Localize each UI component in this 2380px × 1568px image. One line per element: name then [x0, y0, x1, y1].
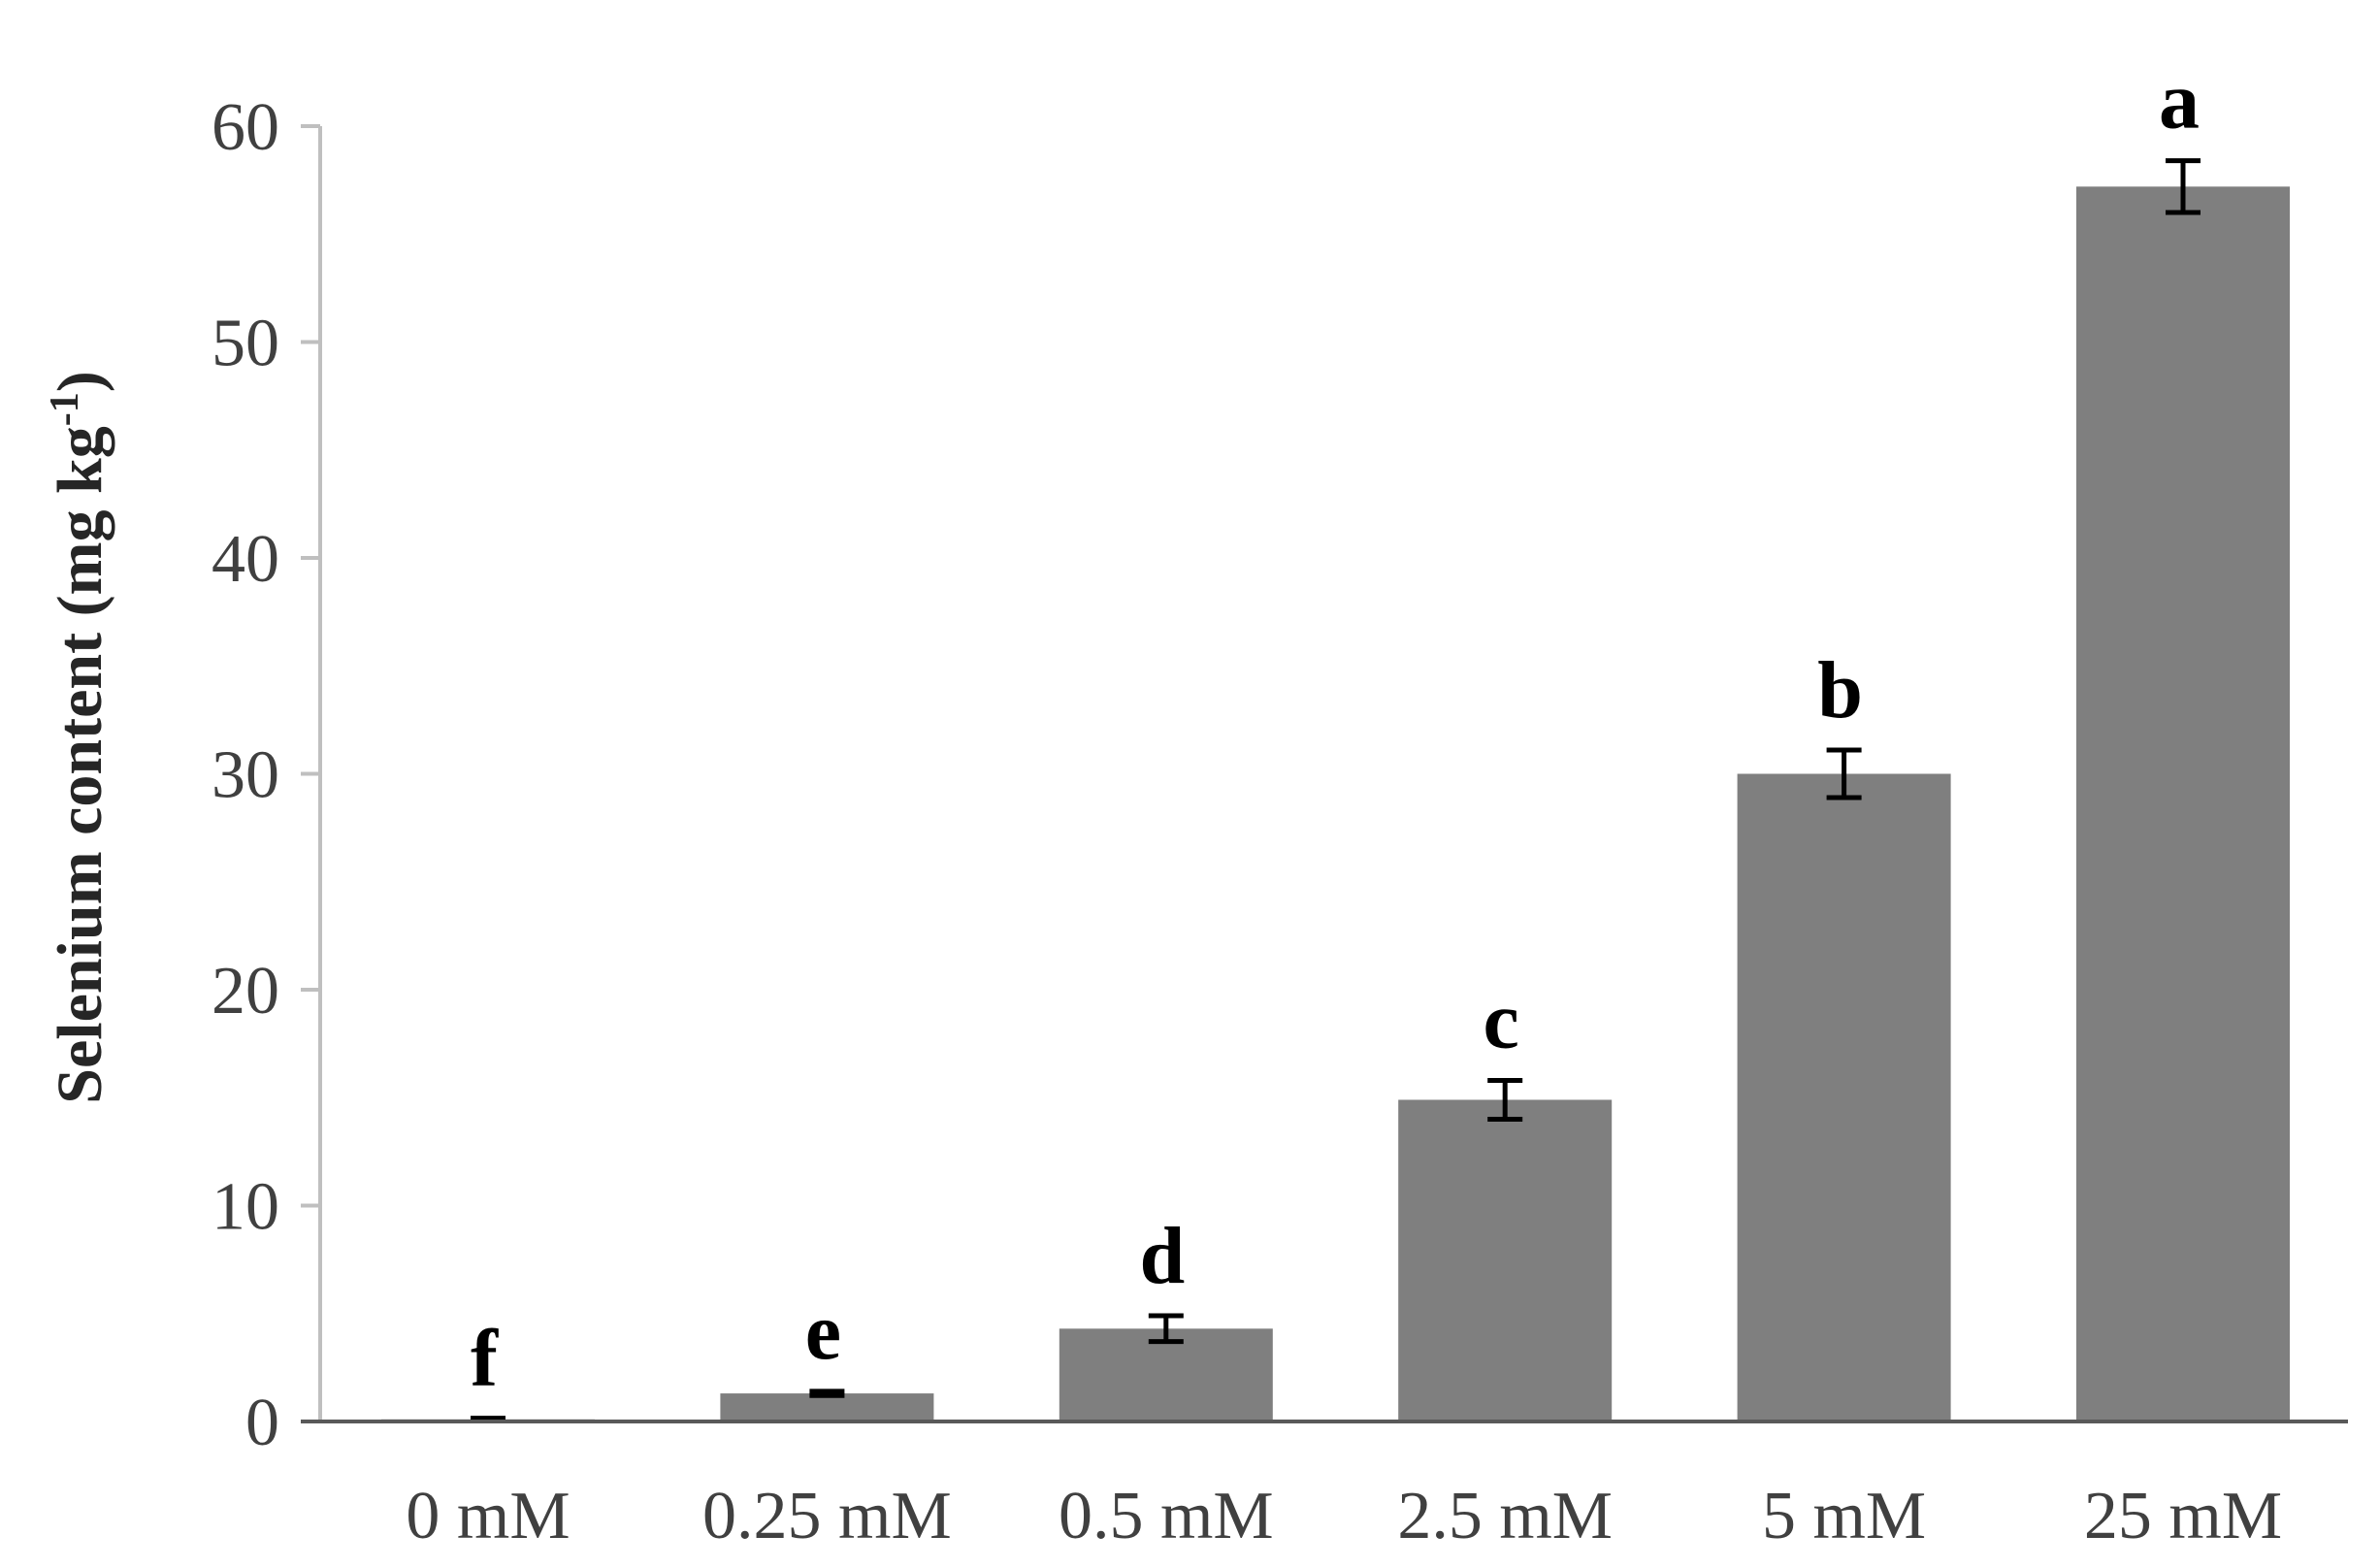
bar-5-mM [1737, 773, 1951, 1421]
y-axis-title-main: Selenium content (mg kg [45, 426, 115, 1103]
y-axis: 0 10 20 30 40 50 60 [212, 90, 322, 1460]
significance-letter: a [2159, 56, 2200, 147]
x-tick-label: 0.5 mM [1059, 1479, 1274, 1553]
x-tick-label: 25 mM [2084, 1479, 2282, 1553]
x-tick-label: 0.25 mM [702, 1479, 952, 1553]
x-tick-label: 2.5 mM [1397, 1479, 1613, 1553]
y-tick-label: 40 [212, 522, 279, 597]
y-axis-title-close: ) [45, 371, 115, 392]
y-tick-label: 20 [212, 954, 279, 1029]
y-tick-label: 10 [212, 1170, 279, 1245]
y-axis-title-superscript: -1 [43, 392, 87, 426]
x-tick-label: 5 mM [1762, 1479, 1926, 1553]
y-tick-label: 30 [212, 738, 279, 813]
significance-letter: c [1483, 975, 1519, 1065]
significance-letter: b [1817, 645, 1863, 735]
bars [381, 186, 2290, 1421]
significance-letters: f e d c b a [471, 56, 2200, 1404]
y-tick-label: 0 [245, 1386, 279, 1460]
bar-0_5-mM [1059, 1328, 1273, 1421]
x-tick-label: 0 mM [406, 1479, 570, 1553]
significance-letter: f [471, 1314, 499, 1404]
bar-25-mM [2076, 186, 2290, 1421]
y-axis-title: Selenium content (mg kg-1) [43, 371, 115, 1103]
bar-0_25-mM [720, 1393, 934, 1421]
significance-letter: d [1139, 1211, 1185, 1301]
x-axis: 0 mM 0.25 mM 0.5 mM 2.5 mM 5 mM 25 mM [301, 1420, 2348, 1553]
y-tick-label: 50 [212, 307, 279, 381]
bar-2_5-mM [1398, 1099, 1613, 1421]
significance-letter: e [805, 1287, 841, 1377]
y-tick-label: 60 [212, 90, 279, 165]
